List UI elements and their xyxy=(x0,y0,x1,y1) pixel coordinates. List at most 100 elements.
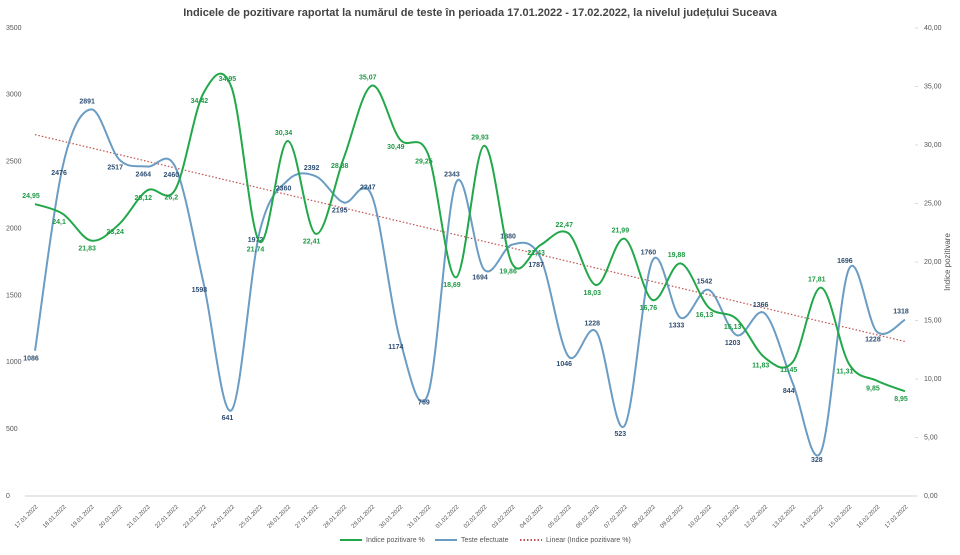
x-tick-label: 10.02.2022 xyxy=(688,504,714,530)
data-label: 2247 xyxy=(360,184,376,191)
trendline xyxy=(34,134,906,343)
data-label: 1787 xyxy=(528,262,544,269)
legend-label: Linear (Indice pozitivare %) xyxy=(546,537,631,544)
y2-tick-label: 35,00 xyxy=(924,83,942,90)
data-label: 2195 xyxy=(332,207,348,214)
data-label: 28,88 xyxy=(331,163,349,170)
data-label: 29,93 xyxy=(471,135,489,142)
series-line xyxy=(34,72,906,393)
data-label: 26,12 xyxy=(134,195,152,202)
data-label: 1228 xyxy=(585,321,601,328)
x-tick-label: 08.02.2022 xyxy=(631,504,657,530)
x-tick-label: 17.02.2022 xyxy=(884,504,910,530)
data-label: 29,25 xyxy=(415,159,433,166)
data-label: 523 xyxy=(615,431,627,438)
data-label: 11,31 xyxy=(836,369,853,376)
data-label: 30,49 xyxy=(387,144,405,151)
x-tick-label: 02.02.2022 xyxy=(463,504,489,530)
y-tick-label: 1000 xyxy=(6,359,22,366)
data-label: 328 xyxy=(811,457,823,464)
y2-axis-title: Indice pozitivare xyxy=(943,233,952,291)
y-tick-label: 2500 xyxy=(6,159,22,166)
data-label: 1972 xyxy=(248,237,264,244)
y-tick-label: 1500 xyxy=(6,292,22,299)
data-label: 34,42 xyxy=(191,98,209,105)
y2-tick-label: 0,00 xyxy=(924,493,938,500)
x-tick-label: 11.02.2022 xyxy=(716,504,742,530)
y-tick-label: 0 xyxy=(6,493,10,500)
data-label: 17,81 xyxy=(808,276,826,283)
data-label: 21,99 xyxy=(612,228,630,235)
data-label: 2460 xyxy=(164,172,180,179)
y2-tick-label: 25,00 xyxy=(924,200,942,207)
data-label: 16,76 xyxy=(640,305,658,312)
data-label: 2464 xyxy=(135,171,151,178)
data-label: 23,24 xyxy=(106,229,124,236)
x-tick-label: 15.02.2022 xyxy=(828,504,854,530)
data-label: 21,43 xyxy=(527,250,545,257)
data-label: 759 xyxy=(418,399,430,406)
chart-title: Indicele de pozitivare raportat la număr… xyxy=(183,7,778,19)
data-label: 34,95 xyxy=(219,76,237,83)
y2-tick-label: 40,00 xyxy=(924,25,942,32)
data-label: 22,41 xyxy=(303,239,321,246)
x-tick-label: 22.01.2022 xyxy=(154,504,180,530)
data-label: 19,86 xyxy=(499,268,517,275)
y2-tick-label: 5,00 xyxy=(924,434,938,441)
data-label: 16,13 xyxy=(696,312,714,319)
y-tick-label: 3000 xyxy=(6,92,22,99)
data-label: 1333 xyxy=(669,323,685,330)
data-label: 2517 xyxy=(107,164,123,171)
data-label: 21,74 xyxy=(247,246,265,253)
data-label: 2343 xyxy=(444,172,460,179)
x-tick-label: 13.02.2022 xyxy=(772,504,798,530)
data-label: 18,69 xyxy=(443,282,461,289)
data-label: 1760 xyxy=(641,250,657,257)
data-label: 1228 xyxy=(865,337,881,344)
legend-label: Indice pozitivare % xyxy=(366,537,425,544)
data-label: 24,95 xyxy=(22,193,40,200)
data-label: 24,1 xyxy=(52,219,66,226)
x-tick-label: 18.01.2022 xyxy=(42,504,68,530)
data-label: 2891 xyxy=(79,98,95,105)
data-label: 1696 xyxy=(837,258,853,265)
data-label: 844 xyxy=(783,388,795,395)
x-tick-label: 25.01.2022 xyxy=(239,504,265,530)
x-tick-label: 19.01.2022 xyxy=(70,504,96,530)
x-tick-label: 01.02.2022 xyxy=(435,504,461,530)
series-line xyxy=(34,108,906,457)
x-tick-label: 04.02.2022 xyxy=(519,504,545,530)
x-tick-label: 23.01.2022 xyxy=(182,504,208,530)
data-label: 26,2 xyxy=(165,194,179,201)
data-label: 11,45 xyxy=(780,367,797,374)
x-tick-label: 30.01.2022 xyxy=(379,504,405,530)
data-label: 1366 xyxy=(753,302,769,309)
data-label: 1694 xyxy=(472,274,488,281)
y2-tick-label: 15,00 xyxy=(924,317,942,324)
data-label: 19,88 xyxy=(668,252,686,259)
x-tick-label: 24.01.2022 xyxy=(211,504,237,530)
data-label: 1046 xyxy=(556,361,572,368)
data-label: 9,85 xyxy=(866,386,880,393)
y-tick-label: 500 xyxy=(6,426,18,433)
data-label: 1203 xyxy=(725,340,741,347)
data-label: 2476 xyxy=(51,170,67,177)
y2-tick-label: 20,00 xyxy=(924,259,942,266)
x-tick-label: 16.02.2022 xyxy=(856,504,882,530)
x-tick-label: 09.02.2022 xyxy=(660,504,686,530)
data-label: 1542 xyxy=(697,279,713,286)
x-tick-label: 14.02.2022 xyxy=(800,504,826,530)
x-tick-label: 31.01.2022 xyxy=(407,504,433,530)
data-label: 22,47 xyxy=(555,222,573,229)
data-label: 35,07 xyxy=(359,75,377,82)
data-label: 1174 xyxy=(388,344,403,351)
data-label: 15,13 xyxy=(724,324,742,331)
x-tick-label: 07.02.2022 xyxy=(603,504,629,530)
y-tick-label: 2000 xyxy=(6,225,22,232)
data-label: 11,83 xyxy=(752,362,769,369)
x-tick-label: 29.01.2022 xyxy=(351,504,377,530)
x-tick-label: 26.01.2022 xyxy=(267,504,293,530)
data-label: 1318 xyxy=(893,309,909,316)
x-tick-label: 28.01.2022 xyxy=(323,504,349,530)
x-tick-label: 21.01.2022 xyxy=(126,504,152,530)
